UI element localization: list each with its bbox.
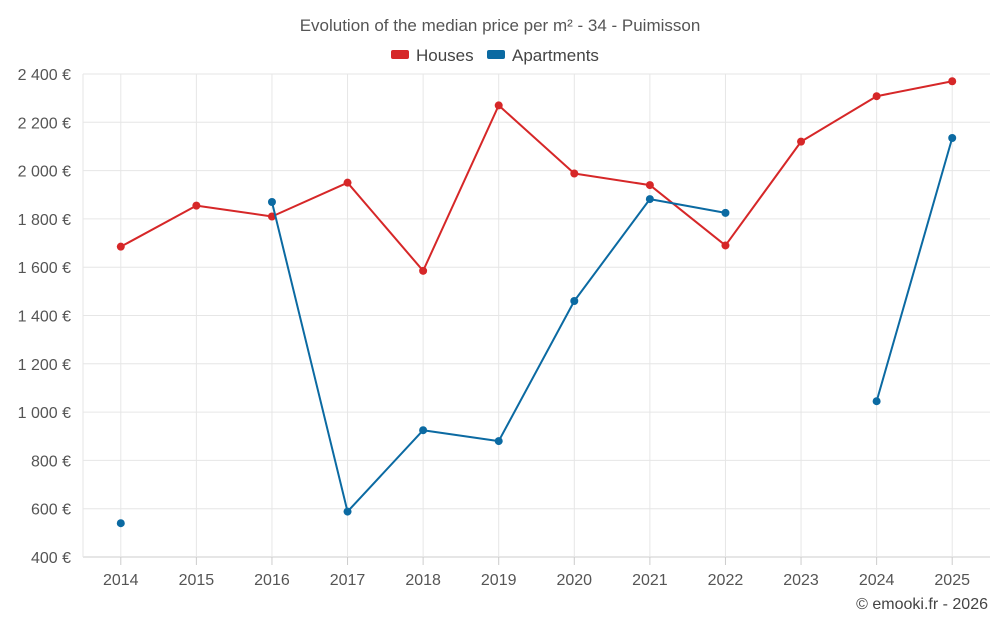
data-point-apartments-2022[interactable] bbox=[721, 208, 730, 217]
data-point-houses-2021[interactable] bbox=[645, 181, 654, 190]
data-point-apartments-2018[interactable] bbox=[419, 426, 428, 435]
x-tick-label: 2023 bbox=[783, 572, 819, 589]
legend-label-apartments: Apartments bbox=[512, 46, 599, 65]
data-point-apartments-2014[interactable] bbox=[116, 519, 125, 528]
data-point-houses-2019[interactable] bbox=[494, 101, 503, 110]
y-tick-label: 1 400 € bbox=[18, 309, 71, 326]
series-line-houses bbox=[120, 80, 953, 272]
data-point-apartments-2020[interactable] bbox=[570, 297, 579, 306]
data-point-apartments-2021[interactable] bbox=[645, 195, 654, 204]
series-houses bbox=[116, 77, 957, 275]
series-apartments bbox=[116, 133, 957, 528]
data-point-apartments-2025[interactable] bbox=[948, 133, 957, 142]
x-tick-label: 2018 bbox=[405, 572, 441, 589]
x-tick-label: 2019 bbox=[481, 572, 517, 589]
y-tick-label: 600 € bbox=[31, 502, 71, 519]
legend-swatch-houses bbox=[391, 50, 409, 59]
credit-text: © emooki.fr - 2026 bbox=[856, 596, 988, 613]
x-tick-label: 2016 bbox=[254, 572, 290, 589]
data-point-apartments-2017[interactable] bbox=[343, 507, 352, 516]
y-tick-label: 400 € bbox=[31, 550, 71, 567]
x-tick-label: 2021 bbox=[632, 572, 668, 589]
data-point-houses-2023[interactable] bbox=[797, 137, 806, 146]
data-point-apartments-2019[interactable] bbox=[494, 437, 503, 446]
series bbox=[116, 77, 957, 528]
chart-title: Evolution of the median price per m² - 3… bbox=[300, 16, 701, 35]
data-point-houses-2024[interactable] bbox=[872, 92, 881, 101]
x-tick-label: 2025 bbox=[934, 572, 970, 589]
y-tick-label: 2 000 € bbox=[18, 164, 71, 181]
x-axis: 2014 2015 2016 2017 2018 2019 2020 2021 2022 2023… bbox=[103, 557, 970, 589]
y-tick-label: 1 200 € bbox=[18, 357, 71, 374]
data-point-houses-2018[interactable] bbox=[419, 266, 428, 275]
y-tick-label: 2 400 € bbox=[18, 67, 71, 84]
grid bbox=[82, 73, 990, 558]
y-tick-label: 2 200 € bbox=[18, 115, 71, 132]
x-tick-label: 2022 bbox=[708, 572, 744, 589]
data-point-houses-2022[interactable] bbox=[721, 241, 730, 250]
data-point-houses-2025[interactable] bbox=[948, 77, 957, 86]
legend-item-apartments[interactable]: Apartments bbox=[487, 46, 599, 65]
series-line-apartments bbox=[875, 137, 954, 402]
data-point-apartments-2016[interactable] bbox=[267, 197, 276, 206]
y-tick-label: 800 € bbox=[31, 453, 71, 470]
y-tick-label: 1 000 € bbox=[18, 405, 71, 422]
y-axis: 400 € 600 € 800 € 1 000 € 1 200 € 1 400 € 1 60… bbox=[18, 67, 71, 567]
data-point-houses-2020[interactable] bbox=[570, 169, 579, 178]
x-tick-label: 2024 bbox=[859, 572, 895, 589]
data-point-houses-2015[interactable] bbox=[192, 201, 201, 210]
data-point-houses-2016[interactable] bbox=[267, 212, 276, 221]
x-tick-label: 2020 bbox=[556, 572, 592, 589]
x-tick-label: 2017 bbox=[330, 572, 366, 589]
y-tick-label: 1 600 € bbox=[18, 260, 71, 277]
legend-swatch-apartments bbox=[487, 50, 505, 59]
legend-label-houses: Houses bbox=[416, 46, 474, 65]
data-point-apartments-2024[interactable] bbox=[872, 397, 881, 406]
x-tick-label: 2014 bbox=[103, 572, 139, 589]
data-point-houses-2014[interactable] bbox=[116, 242, 125, 251]
y-tick-label: 1 800 € bbox=[18, 212, 71, 229]
legend-item-houses[interactable]: Houses bbox=[391, 46, 474, 65]
data-point-houses-2017[interactable] bbox=[343, 178, 352, 187]
x-tick-label: 2015 bbox=[179, 572, 215, 589]
legend: Houses Apartments bbox=[391, 46, 599, 65]
